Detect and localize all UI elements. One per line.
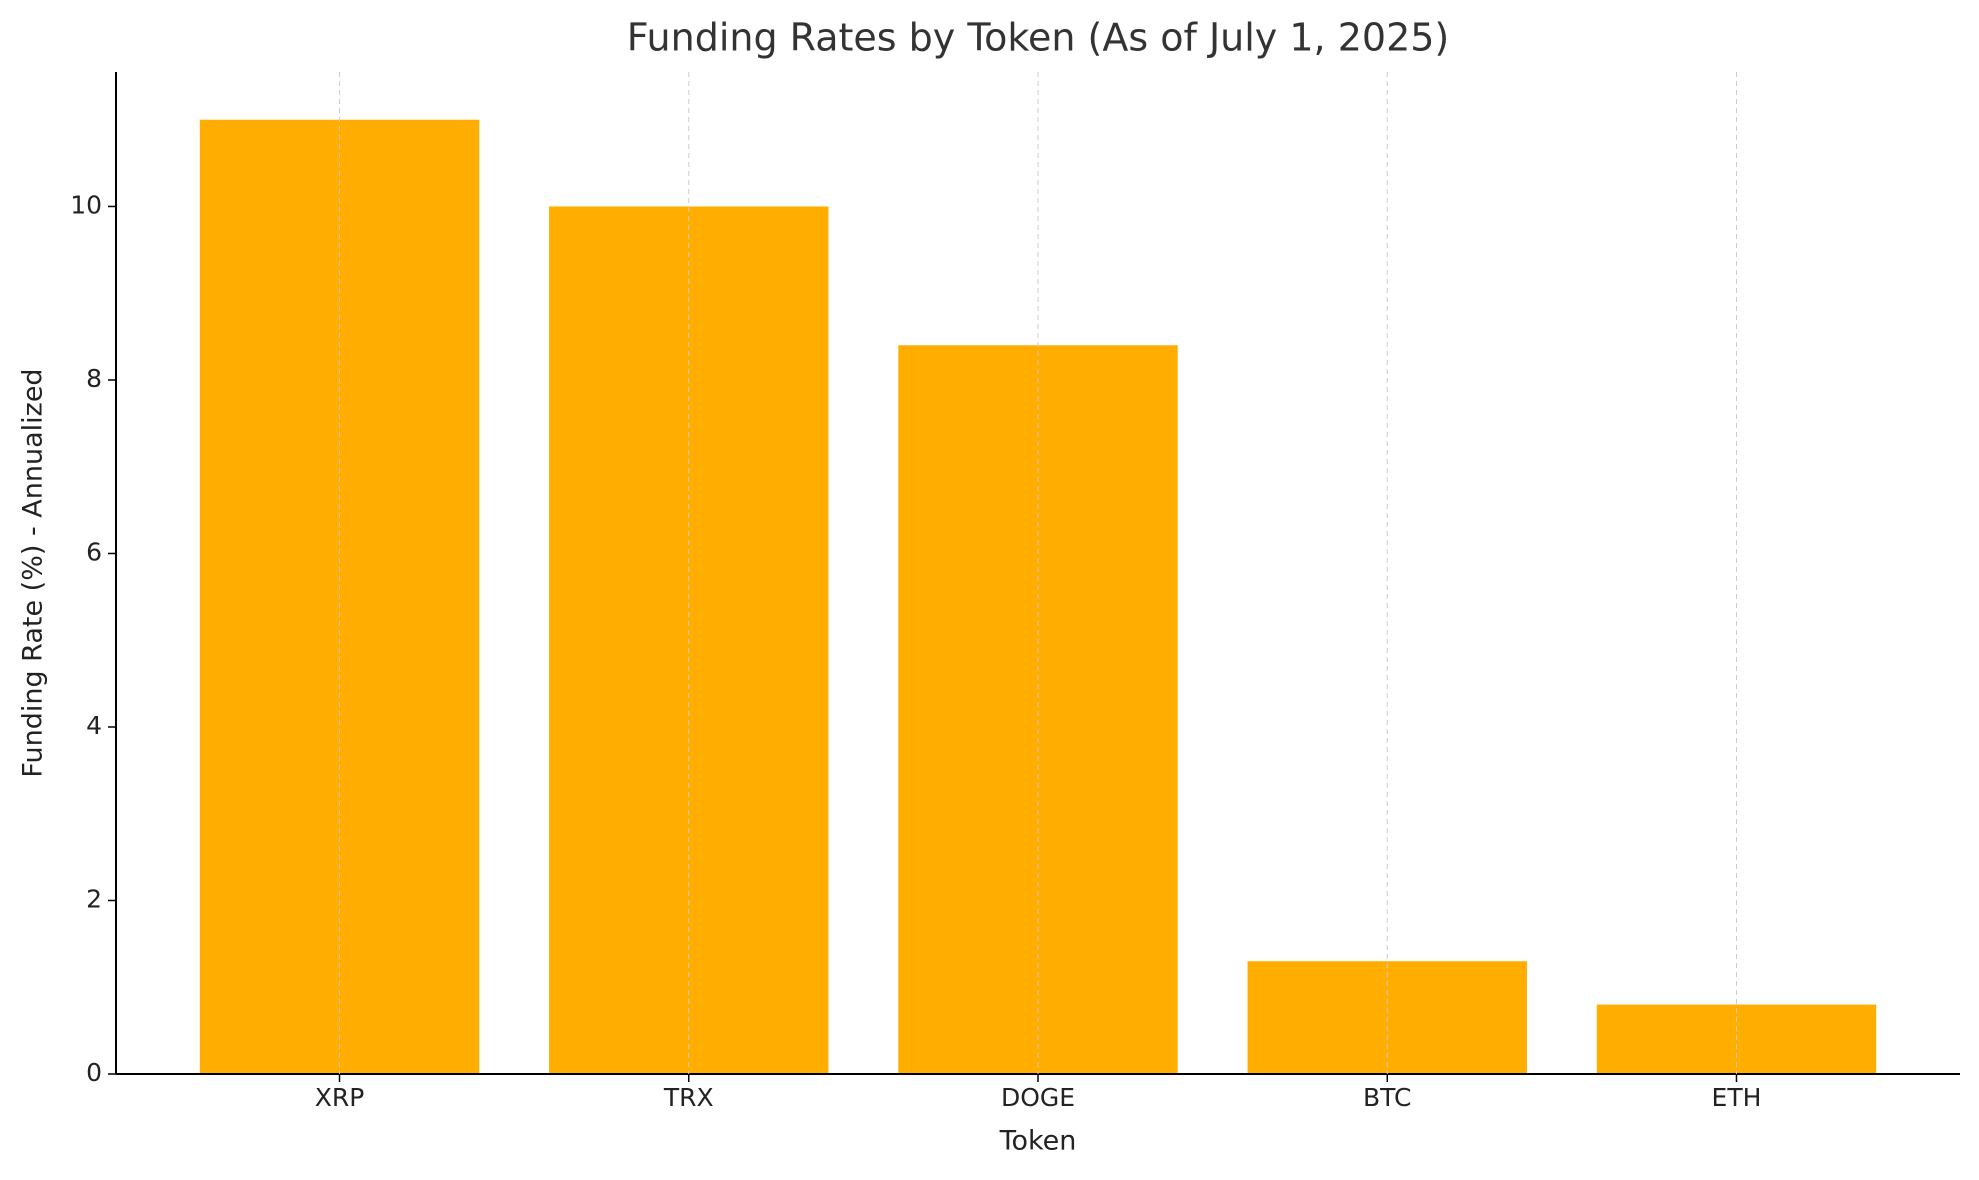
x-tick-label: DOGE: [1001, 1083, 1075, 1112]
y-tick-label: 4: [86, 711, 102, 740]
x-axis-label: Token: [999, 1126, 1077, 1157]
y-tick-label: 8: [86, 364, 102, 393]
x-tick-label: TRX: [663, 1083, 714, 1112]
x-tick-label: BTC: [1363, 1083, 1411, 1112]
bar: [898, 345, 1178, 1075]
x-tick-label: ETH: [1712, 1083, 1762, 1112]
x-tick-label: XRP: [315, 1083, 365, 1112]
y-axis-label: Funding Rate (%) - Annualized: [18, 368, 49, 777]
y-tick-label: 6: [86, 537, 102, 566]
y-tick-label: 0: [86, 1058, 102, 1087]
chart-title: Funding Rates by Token (As of July 1, 20…: [627, 16, 1450, 60]
y-tick-label: 2: [86, 884, 102, 913]
y-tick-label: 10: [70, 190, 102, 219]
